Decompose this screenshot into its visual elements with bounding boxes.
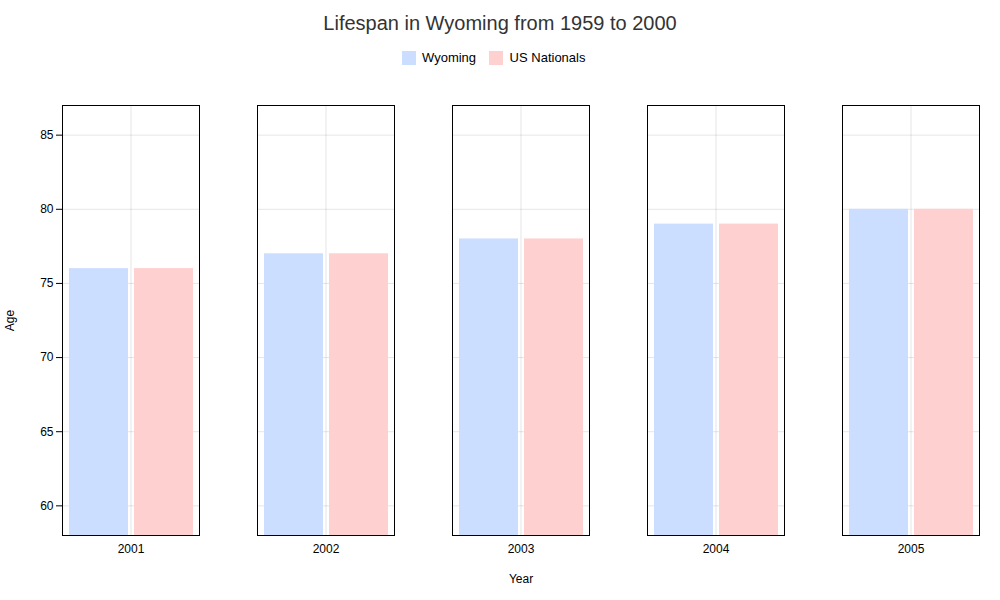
svg-text:65: 65 [40,424,54,438]
html-text:US Nationals: US Nationals [509,50,586,65]
svg-text:Year: Year [509,571,533,585]
svg-text:80: 80 [40,202,54,216]
svg-text:60: 60 [40,498,54,512]
svg-text:2003: 2003 [508,542,535,556]
svg-text:85: 85 [40,127,54,141]
svg-text:2005: 2005 [898,542,925,556]
svg-text:70: 70 [40,350,54,364]
html-text:Wyoming: Wyoming [422,50,477,65]
html-text:Lifespan in Wyoming from 1959: Lifespan in Wyoming from 1959 to 2000 [323,12,677,34]
svg-text:2002: 2002 [313,542,340,556]
svg-text:75: 75 [40,276,54,290]
svg-text:2001: 2001 [118,542,145,556]
svg-text:Age: Age [3,309,17,331]
svg-text:2004: 2004 [703,542,730,556]
